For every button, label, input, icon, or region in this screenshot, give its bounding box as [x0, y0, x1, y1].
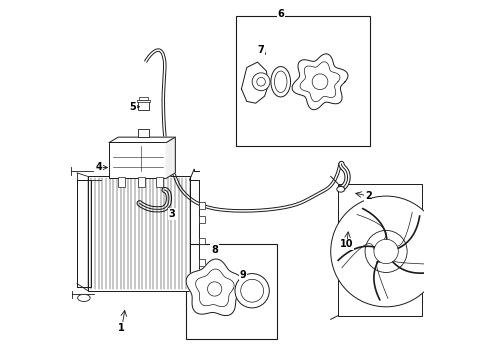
Polygon shape [242, 62, 268, 103]
Text: 8: 8 [211, 245, 218, 255]
Ellipse shape [77, 294, 90, 301]
Circle shape [312, 74, 328, 90]
Text: 2: 2 [365, 191, 371, 201]
Bar [137, 100, 150, 103]
Bar [109, 143, 167, 178]
Bar [156, 177, 163, 187]
Text: 10: 10 [340, 239, 354, 249]
Circle shape [331, 196, 441, 307]
Circle shape [235, 274, 270, 308]
Polygon shape [186, 259, 244, 316]
Bar [198, 238, 205, 244]
Bar [236, 16, 370, 146]
Circle shape [257, 77, 266, 86]
Text: 3: 3 [169, 209, 175, 219]
Bar [118, 177, 125, 187]
Bar [338, 184, 422, 316]
Bar [198, 216, 205, 223]
Text: 6: 6 [277, 9, 284, 19]
Text: 4: 4 [95, 162, 102, 172]
Circle shape [241, 279, 264, 302]
Text: 7: 7 [258, 45, 265, 55]
Bar [139, 98, 148, 100]
Text: 9: 9 [240, 270, 246, 280]
Ellipse shape [337, 186, 344, 192]
Polygon shape [109, 137, 175, 143]
Text: 1: 1 [119, 323, 125, 333]
Bar [186, 244, 277, 339]
Bar [198, 202, 205, 208]
Ellipse shape [274, 71, 287, 93]
Polygon shape [300, 62, 340, 102]
Bar [88, 176, 190, 291]
Ellipse shape [271, 67, 291, 97]
Polygon shape [167, 137, 175, 178]
Bar [198, 259, 205, 266]
Circle shape [374, 239, 398, 264]
Bar [138, 102, 149, 111]
Bar [138, 177, 145, 187]
Polygon shape [196, 269, 234, 307]
Circle shape [252, 73, 270, 91]
Circle shape [207, 282, 222, 296]
Text: 5: 5 [129, 102, 136, 112]
Bar [138, 129, 148, 137]
Circle shape [365, 230, 407, 273]
Polygon shape [292, 54, 348, 110]
